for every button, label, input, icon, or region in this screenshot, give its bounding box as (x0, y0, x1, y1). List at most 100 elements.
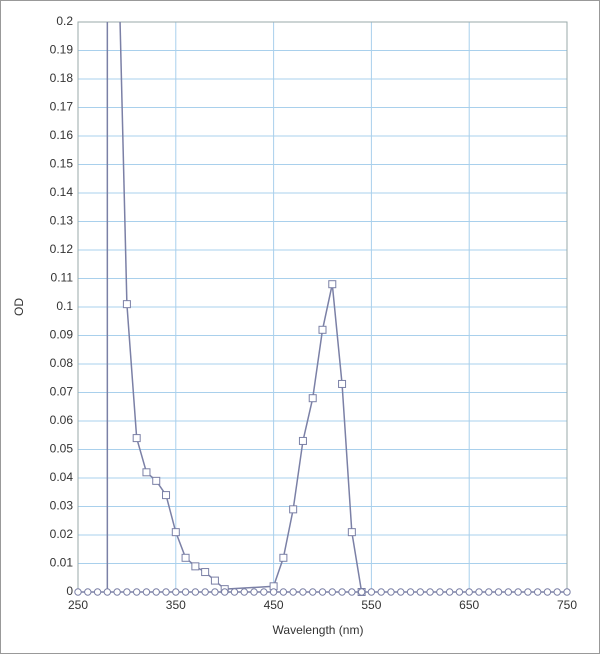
circle-marker (357, 588, 366, 596)
circle-marker (377, 588, 385, 596)
circle-marker (74, 588, 82, 596)
square-marker (181, 553, 190, 562)
circle-marker (553, 588, 561, 596)
data-line (119, 21, 128, 305)
square-marker (338, 379, 347, 388)
x-tick-label: 550 (361, 598, 381, 612)
circle-marker (299, 588, 307, 596)
x-tick-label: 750 (557, 598, 577, 612)
x-axis-label: Wavelength (nm) (273, 623, 364, 637)
circle-marker (93, 588, 102, 596)
circle-marker (328, 588, 336, 596)
y-tick-label: 0.08 (50, 356, 74, 370)
circle-marker (436, 588, 444, 596)
y-tick-label: 0.07 (50, 385, 74, 399)
circle-marker (563, 588, 571, 596)
circle-marker (426, 588, 434, 596)
circle-marker (260, 588, 268, 596)
circle-marker (309, 588, 317, 596)
square-marker (162, 491, 171, 500)
y-tick-label: 0.2 (56, 14, 73, 28)
y-tick-label: 0.03 (50, 499, 74, 513)
x-tick-label: 250 (68, 598, 88, 612)
circle-marker (485, 588, 493, 596)
y-tick-label: 0.18 (50, 71, 74, 85)
circle-marker (230, 588, 239, 596)
circle-marker (445, 588, 454, 596)
square-marker (132, 434, 141, 443)
circle-marker (514, 588, 522, 596)
y-tick-label: 0.19 (50, 43, 74, 57)
circle-marker (269, 588, 278, 596)
circle-marker (455, 588, 464, 596)
y-tick-label: 0 (66, 584, 73, 598)
circle-marker (475, 588, 483, 596)
square-marker (142, 468, 151, 477)
y-tick-label: 0.17 (50, 100, 74, 114)
circle-marker (152, 588, 160, 596)
circle-marker (406, 588, 415, 596)
y-tick-label: 0.02 (50, 527, 74, 541)
y-tick-label: 0.1 (56, 299, 73, 313)
y-axis-label: OD (12, 298, 26, 316)
circle-marker (142, 588, 151, 596)
circle-marker (367, 588, 376, 596)
circle-marker (162, 588, 170, 596)
circle-marker (172, 588, 180, 596)
y-tick-label: 0.15 (50, 157, 74, 171)
circle-marker (240, 588, 248, 596)
y-tick-label: 0.01 (50, 556, 74, 570)
circle-marker (387, 588, 395, 596)
circle-marker (132, 588, 141, 596)
square-marker (298, 436, 307, 445)
circle-marker (250, 588, 258, 596)
circle-marker (416, 588, 424, 596)
circle-marker (533, 588, 542, 596)
square-marker (191, 562, 200, 571)
square-marker (308, 394, 317, 403)
square-marker (347, 528, 356, 537)
circle-marker (211, 588, 219, 596)
circle-marker (504, 588, 513, 596)
circle-marker (103, 588, 112, 596)
square-marker (279, 553, 288, 562)
y-tick-label: 0.16 (50, 128, 74, 142)
x-tick-label: 450 (264, 598, 284, 612)
circle-marker (524, 588, 532, 596)
circle-marker (279, 588, 288, 596)
square-marker (171, 528, 180, 537)
circle-marker (494, 588, 503, 596)
square-marker (289, 505, 298, 514)
y-tick-label: 0.12 (50, 242, 74, 256)
circle-marker (289, 588, 297, 596)
circle-marker (113, 588, 121, 596)
square-marker (152, 476, 161, 485)
circle-marker (123, 588, 131, 596)
square-marker (122, 300, 131, 309)
y-tick-label: 0.06 (50, 413, 74, 427)
circle-marker (465, 588, 473, 596)
y-tick-label: 0.14 (50, 185, 74, 199)
y-tick-label: 0.05 (50, 442, 74, 456)
square-marker (210, 576, 219, 585)
x-tick-label: 650 (459, 598, 479, 612)
y-tick-label: 0.09 (50, 328, 74, 342)
circle-marker (181, 588, 190, 596)
square-marker (318, 325, 327, 334)
circle-marker (318, 588, 327, 596)
y-tick-label: 0.04 (50, 470, 74, 484)
circle-marker (338, 588, 346, 596)
y-tick-label: 0.11 (51, 271, 74, 285)
y-tick-label: 0.13 (50, 214, 74, 228)
circle-marker (84, 588, 92, 596)
circle-marker (201, 588, 209, 596)
circle-marker (221, 588, 229, 596)
circle-marker (543, 588, 552, 596)
x-tick-label: 350 (166, 598, 186, 612)
circle-marker (397, 588, 405, 596)
square-marker (328, 280, 337, 289)
circle-marker (348, 588, 356, 596)
square-marker (201, 568, 210, 577)
